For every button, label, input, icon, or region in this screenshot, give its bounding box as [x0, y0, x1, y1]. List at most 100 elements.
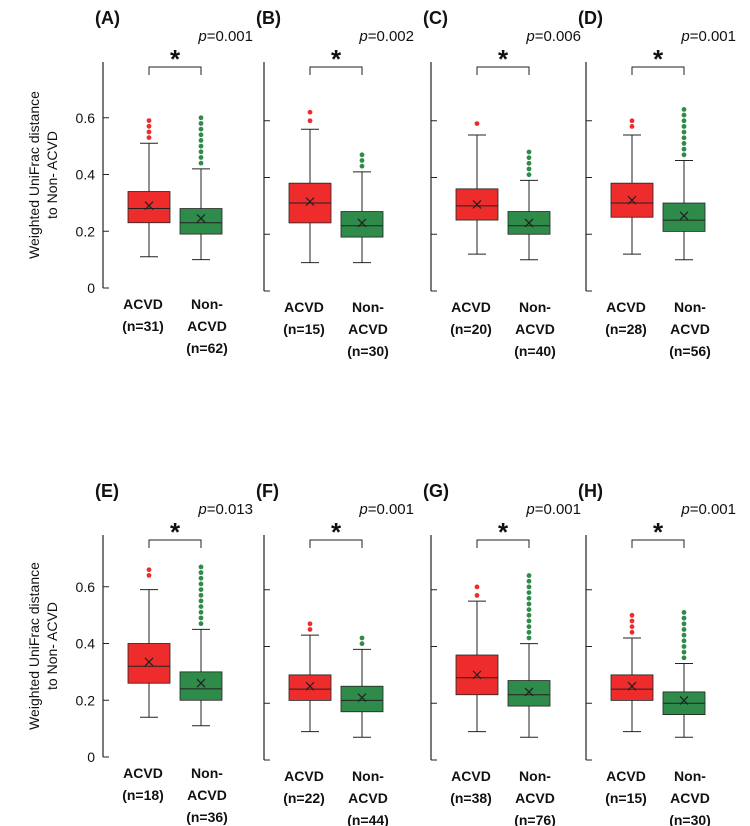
outlier-point — [526, 573, 532, 578]
p-value-label: p=0.002 — [358, 28, 414, 45]
outlier-point — [681, 621, 687, 627]
outlier-point — [359, 158, 365, 163]
outlier-point — [526, 149, 532, 155]
significance-star: * — [331, 44, 342, 74]
panel-d: (D) p=0.001 ACVD (n=28) Non- ACVD (n=56) * — [578, 8, 736, 359]
category-n-label: (n=30) — [347, 343, 389, 359]
outlier-point — [307, 109, 313, 115]
p-value-label: p=0.006 — [525, 28, 581, 45]
outlier-point — [307, 118, 313, 124]
panel-label: (F) — [256, 481, 279, 501]
y-tick-label: 0.2 — [76, 223, 96, 239]
category-label: ACVD — [187, 318, 227, 334]
outlier-point — [629, 124, 635, 129]
outlier-point — [198, 149, 204, 155]
significance-bracket — [476, 66, 530, 75]
outlier-point — [681, 112, 687, 118]
outlier-point — [198, 115, 204, 121]
outlier-point — [146, 573, 152, 578]
category-label: Non- — [519, 299, 551, 315]
acvd-box — [455, 121, 499, 255]
category-label: Non- — [191, 765, 223, 781]
outlier-point — [198, 621, 204, 627]
category-n-label: (n=56) — [669, 343, 711, 359]
outlier-point — [681, 118, 687, 124]
p-value-label: p=0.001 — [680, 501, 736, 518]
p-value-label: p=0.001 — [358, 501, 414, 518]
acvd-box — [127, 567, 171, 718]
outlier-point — [359, 152, 365, 158]
category-n-label: (n=31) — [122, 318, 164, 334]
category-label: ACVD — [451, 768, 491, 784]
panel-label: (D) — [578, 8, 603, 28]
outlier-point — [198, 609, 204, 615]
panel-label: (E) — [95, 481, 119, 501]
mean-marker — [627, 681, 637, 691]
outlier-point — [629, 624, 635, 630]
iqr-box — [340, 685, 384, 713]
outlier-point — [681, 632, 687, 638]
outlier-point — [526, 595, 532, 601]
outlier-point — [198, 615, 204, 621]
category-label: ACVD — [670, 321, 710, 337]
y-axis-title: Weighted UniFrac distance to Non- ACVD — [26, 562, 60, 730]
significance-bracket — [148, 539, 202, 548]
acvd-box — [288, 621, 332, 733]
outlier-point — [681, 649, 687, 655]
iqr-box — [610, 674, 654, 701]
outlier-point — [198, 587, 204, 592]
category-n-label: (n=38) — [450, 790, 492, 806]
y-tick-label: 0 — [87, 280, 95, 296]
category-label: ACVD — [284, 299, 324, 315]
p-value-label: p=0.001 — [197, 28, 253, 45]
panel-label: (A) — [95, 8, 120, 28]
category-label: Non- — [519, 768, 551, 784]
category-label: Non- — [191, 296, 223, 312]
outlier-point — [526, 635, 532, 641]
outlier-point — [526, 590, 532, 595]
iqr-box — [127, 643, 171, 684]
outlier-point — [359, 163, 365, 169]
mean-marker — [357, 693, 367, 702]
panel-label: (C) — [423, 8, 448, 28]
outlier-point — [629, 618, 635, 624]
panel-f: (F) p=0.001 ACVD (n=22) Non- ACVD (n=44) * — [256, 481, 414, 826]
outlier-point — [198, 160, 204, 166]
outlier-point — [198, 592, 204, 598]
outlier-point — [629, 629, 635, 635]
outlier-point — [629, 118, 635, 124]
category-label: Non- — [352, 768, 384, 784]
outlier-point — [146, 567, 152, 573]
outlier-point — [681, 644, 687, 649]
outlier-point — [526, 584, 532, 590]
outlier-point — [198, 132, 204, 138]
mean-marker — [679, 695, 689, 705]
outlier-point — [526, 618, 532, 624]
significance-bracket — [148, 66, 202, 75]
outlier-point — [681, 615, 687, 621]
iqr-box — [179, 208, 223, 235]
outlier-point — [198, 121, 204, 126]
y-axis-title: Weighted UniFrac distance to Non- ACVD — [26, 91, 60, 259]
outlier-point — [681, 610, 687, 615]
significance-bracket — [631, 539, 685, 548]
outlier-point — [198, 126, 204, 132]
category-n-label: (n=62) — [186, 340, 228, 356]
significance-bracket — [476, 539, 530, 548]
panel-g: (G) p=0.001 ACVD (n=38) Non- ACVD (n=76) * — [423, 481, 581, 826]
panel-b: (B) p=0.002 ACVD (n=15) Non- ACVD (n=30) * — [256, 8, 414, 359]
iqr-box — [340, 211, 384, 238]
outlier-point — [681, 638, 687, 644]
significance-star: * — [498, 44, 509, 74]
mean-marker — [196, 214, 206, 223]
outlier-point — [474, 593, 480, 598]
outlier-point — [474, 584, 480, 590]
iqr-box — [507, 680, 551, 707]
mean-marker — [357, 218, 367, 228]
significance-star: * — [170, 44, 181, 74]
significance-star: * — [498, 517, 509, 547]
non-acvd-box — [507, 149, 551, 261]
mean-marker — [144, 657, 154, 667]
panel-e: (E) p=0.013 0 0.2 0.4 0.6 Weighted UniFrac dis… — [26, 481, 253, 825]
outlier-point — [681, 129, 687, 135]
